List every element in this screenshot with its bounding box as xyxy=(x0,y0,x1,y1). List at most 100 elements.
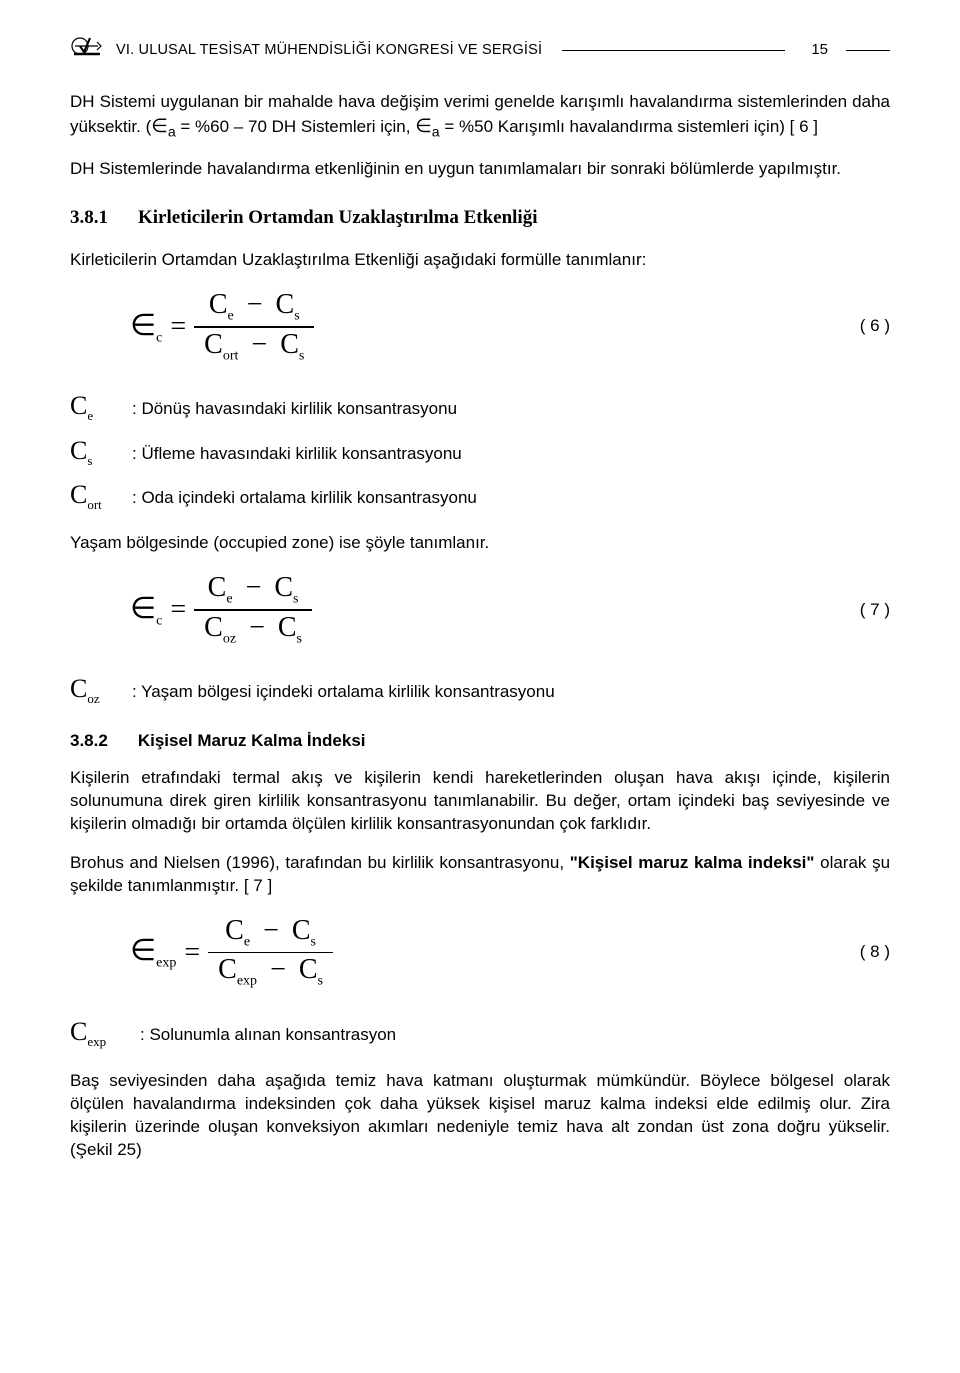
page-header: VI. ULUSAL TESİSAT MÜHENDİSLİĞİ KONGRESİ… xyxy=(70,32,890,69)
subscript: a xyxy=(432,124,440,140)
definitions-eq6: Ce : Dönüş havasındaki kirlilik konsantr… xyxy=(70,388,890,514)
definition-symbol: Cs xyxy=(70,433,118,470)
minus-sign: − xyxy=(245,329,273,360)
section-382-paragraph-2: Brohus and Nielsen (1996), tarafından bu… xyxy=(70,852,890,898)
section-number: 3.8.1 xyxy=(70,205,108,231)
equation-number: ( 7 ) xyxy=(860,599,890,622)
section-381-intro: Kirleticilerin Ortamdan Uzaklaştırılma E… xyxy=(70,249,890,272)
var: C xyxy=(299,954,318,985)
var: C xyxy=(225,915,244,946)
section-381-heading: 3.8.1 Kirleticilerin Ortamdan Uzaklaştır… xyxy=(70,205,890,231)
definition-row-oz: Coz : Yaşam bölgesi içindeki ortalama ki… xyxy=(70,671,890,708)
var: C xyxy=(278,612,297,643)
subscript: exp xyxy=(87,1034,106,1049)
definition-text: : Yaşam bölgesi içindeki ortalama kirlil… xyxy=(132,681,555,704)
subscript: c xyxy=(156,330,162,345)
formula: ∈c = Ce − Cs Coz − Cs xyxy=(130,571,312,649)
subscript: s xyxy=(293,592,298,607)
subscript: s xyxy=(318,974,323,989)
epsilon-symbol: ∈ xyxy=(151,116,168,137)
equals-sign: = xyxy=(170,308,186,346)
intro-paragraph-1: DH Sistemi uygulanan bir mahalde hava de… xyxy=(70,91,890,142)
page-root: VI. ULUSAL TESİSAT MÜHENDİSLİĞİ KONGRESİ… xyxy=(0,0,960,1218)
var: C xyxy=(218,954,237,985)
subscript: s xyxy=(299,348,304,363)
minus-sign: − xyxy=(257,915,285,946)
var: C xyxy=(276,289,295,320)
bold-term: "Kişisel maruz kalma indeksi" xyxy=(570,853,815,872)
closing-paragraph: Baş seviyesinden daha aşağıda temiz hava… xyxy=(70,1070,890,1162)
minus-sign: − xyxy=(241,289,269,320)
subscript: s xyxy=(87,453,92,468)
text: Brohus and Nielsen (1996), tarafından bu… xyxy=(70,853,570,872)
minus-sign: − xyxy=(240,572,268,603)
fraction: Ce − Cs Cexp − Cs xyxy=(208,914,333,992)
var: C xyxy=(280,329,299,360)
definition-text: : Oda içindeki ortalama kirlilik konsant… xyxy=(132,487,477,510)
subscript: oz xyxy=(223,631,236,646)
formula: ∈exp = Ce − Cs Cexp − Cs xyxy=(130,914,333,992)
subscript: s xyxy=(311,934,316,949)
subscript: e xyxy=(87,408,93,423)
var: C xyxy=(70,391,87,420)
text: = %50 Karışımlı havalandırma sistemleri … xyxy=(440,117,818,136)
subscript: exp xyxy=(237,974,257,989)
definition-symbol: Ce xyxy=(70,388,118,425)
equation-8: ∈exp = Ce − Cs Cexp − Cs ( 8 ) xyxy=(70,914,890,992)
header-rule xyxy=(562,50,785,51)
var: C xyxy=(274,572,293,603)
epsilon-symbol: ∈ xyxy=(130,592,156,625)
subscript: e xyxy=(244,934,250,949)
formula: ∈c = Ce − Cs Cort − Cs xyxy=(130,288,314,366)
equation-6: ∈c = Ce − Cs Cort − Cs ( 6 ) xyxy=(70,288,890,366)
occupied-zone-paragraph: Yaşam bölgesinde (occupied zone) ise şöy… xyxy=(70,532,890,555)
epsilon-symbol: ∈ xyxy=(130,309,156,342)
header-rule-end xyxy=(846,50,890,51)
var: C xyxy=(292,915,311,946)
var: C xyxy=(208,572,227,603)
var: C xyxy=(204,612,223,643)
epsilon-symbol: ∈ xyxy=(415,116,432,137)
subscript: s xyxy=(297,631,302,646)
section-382-paragraph-1: Kişilerin etrafındaki termal akış ve kiş… xyxy=(70,767,890,836)
equation-7: ∈c = Ce − Cs Coz − Cs ( 7 ) xyxy=(70,571,890,649)
definition-symbol: Coz xyxy=(70,671,118,708)
equation-number: ( 6 ) xyxy=(860,315,890,338)
definition-symbol: Cexp xyxy=(70,1014,126,1051)
equals-sign: = xyxy=(184,934,200,972)
subscript: oz xyxy=(87,691,99,706)
var: C xyxy=(70,480,87,509)
subscript: e xyxy=(226,592,232,607)
definition-symbol: Cort xyxy=(70,477,118,514)
minus-sign: − xyxy=(243,612,271,643)
subscript: c xyxy=(156,613,162,628)
subscript: s xyxy=(294,309,299,324)
definition-row: Ce : Dönüş havasındaki kirlilik konsantr… xyxy=(70,388,890,425)
section-title-text: Kirleticilerin Ortamdan Uzaklaştırılma E… xyxy=(138,205,537,231)
logo-icon xyxy=(70,32,104,69)
var: C xyxy=(204,329,223,360)
definition-text: : Solunumla alınan konsantrasyon xyxy=(140,1024,396,1047)
page-number: 15 xyxy=(805,40,834,60)
definition-row: Cs : Üfleme havasındaki kirlilik konsant… xyxy=(70,433,890,470)
definition-row: Cort : Oda içindeki ortalama kirlilik ko… xyxy=(70,477,890,514)
section-title-text: Kişisel Maruz Kalma İndeksi xyxy=(138,730,366,753)
intro-paragraph-2: DH Sistemlerinde havalandırma etkenliğin… xyxy=(70,158,890,181)
definition-text: : Üfleme havasındaki kirlilik konsantras… xyxy=(132,443,462,466)
epsilon-symbol: ∈ xyxy=(130,934,156,967)
subscript: a xyxy=(168,124,176,140)
text: = %60 – 70 DH Sistemleri için, xyxy=(176,117,416,136)
minus-sign: − xyxy=(264,954,292,985)
var: C xyxy=(209,289,228,320)
definition-row-exp: Cexp : Solunumla alınan konsantrasyon xyxy=(70,1014,890,1051)
equals-sign: = xyxy=(170,591,186,629)
fraction: Ce − Cs Cort − Cs xyxy=(194,288,314,366)
fraction: Ce − Cs Coz − Cs xyxy=(194,571,312,649)
equation-number: ( 8 ) xyxy=(860,941,890,964)
subscript: ort xyxy=(223,348,239,363)
definition-text: : Dönüş havasındaki kirlilik konsantrasy… xyxy=(132,398,457,421)
var: C xyxy=(70,674,87,703)
section-number: 3.8.2 xyxy=(70,730,108,753)
subscript: exp xyxy=(156,956,176,971)
var: C xyxy=(70,436,87,465)
